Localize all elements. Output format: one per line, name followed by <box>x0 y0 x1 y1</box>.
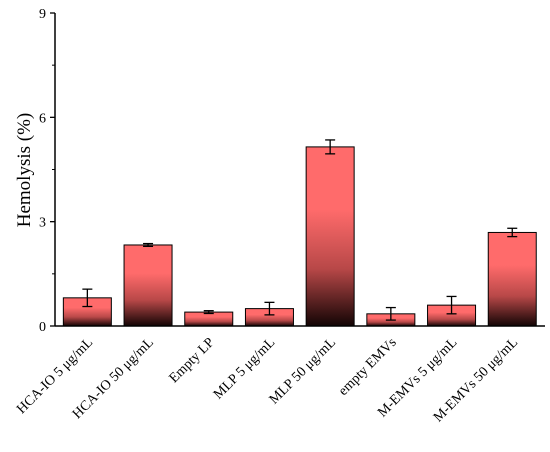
error-bar-3 <box>203 310 214 315</box>
y-tick-label-0: 0 <box>39 320 46 335</box>
error-bar-6 <box>385 306 396 321</box>
y-tick-label-9: 9 <box>39 7 46 22</box>
y-tick-label-3: 3 <box>39 216 46 231</box>
category-label-3: Empty LP <box>167 335 218 386</box>
y-tick-label-6: 6 <box>39 111 46 126</box>
category-label-4: MLP 5 μg/mL <box>211 335 278 402</box>
bar-3 <box>184 311 234 327</box>
error-bar-1 <box>82 288 93 308</box>
bar-8 <box>487 231 537 327</box>
error-bar-5 <box>325 139 336 155</box>
bar-2 <box>123 244 173 327</box>
error-bar-2 <box>143 242 154 248</box>
error-bar-4 <box>264 301 275 316</box>
error-bars-group <box>82 139 518 321</box>
category-label-6: empty EMVs <box>336 335 400 399</box>
error-bar-8 <box>507 227 518 238</box>
error-bar-7 <box>446 295 457 315</box>
axes-group: 0 3 6 9 <box>39 7 545 335</box>
y-axis-title: Hemolysis (%) <box>14 113 35 228</box>
bar-5 <box>305 146 355 327</box>
bars-group <box>62 146 537 327</box>
